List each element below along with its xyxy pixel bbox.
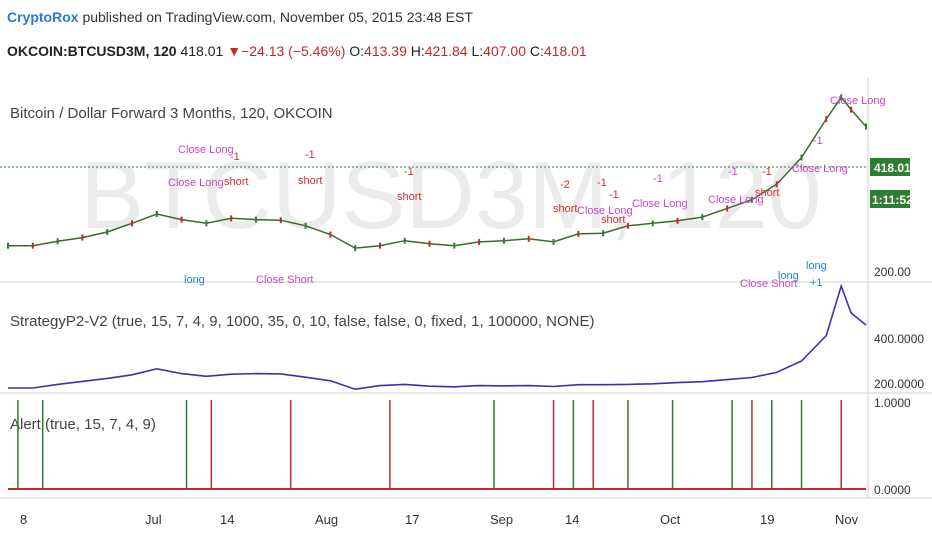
time-label: 14 [565, 512, 579, 527]
time-label: Oct [660, 512, 681, 527]
signal-label: -1 [728, 166, 738, 178]
time-label: Jul [145, 512, 162, 527]
symbol-name[interactable]: OKCOIN:BTCUSD3M, 120 [7, 43, 177, 59]
time-label: Sep [490, 512, 513, 527]
high-value: 421.84 [424, 43, 468, 59]
signal-label: Close Short [256, 274, 313, 286]
alert-pane-title: Alert (true, 15, 7, 4, 9) [10, 416, 156, 433]
last-price-badge [870, 158, 910, 176]
open-label: O: [349, 43, 365, 59]
signal-label: short [397, 191, 421, 203]
countdown-badge [870, 190, 910, 208]
time-label: Aug [315, 512, 338, 527]
signal-label: -1 [609, 189, 619, 201]
signal-label: Close Long [168, 177, 224, 189]
signal-label: short [298, 175, 322, 187]
author-link[interactable]: CryptoRox [7, 9, 79, 25]
signal-label: -1 [653, 173, 663, 185]
signal-label: Close Long [708, 194, 764, 206]
alert-series [17, 400, 842, 489]
open-value: 413.39 [364, 43, 407, 59]
time-label: 19 [760, 512, 774, 527]
signal-label: Close Long [792, 163, 848, 175]
signal-label: -1 [230, 151, 240, 163]
high-label: H: [410, 43, 425, 59]
signal-label: Close Long [178, 144, 234, 156]
signal-label: -1 [404, 166, 414, 178]
price-series [7, 94, 867, 252]
chart-area[interactable]: BTCUSD3M, 120 Bitcoin / Dollar Forward 3… [0, 78, 932, 550]
strategy-axis-label-low: 200.0000 [874, 377, 924, 391]
low-value: 407.00 [483, 43, 526, 59]
chart-header: CryptoRox published on TradingView.com, … [0, 0, 932, 68]
signal-label: long [778, 270, 799, 282]
symbol-line: OKCOIN:BTCUSD3M, 120 418.01 ▼−24.13 (−5.… [7, 43, 587, 59]
strategy-line [8, 283, 867, 391]
signal-label: long [184, 274, 205, 286]
alert-axis-label-high: 1.0000 [874, 396, 911, 410]
signal-label: short [601, 214, 625, 226]
alert-axis-label-low: 0.0000 [874, 483, 911, 497]
signal-label: Close Long [632, 198, 688, 210]
signal-label: short [755, 187, 779, 199]
price-axis-label: 200.00 [874, 265, 911, 279]
chart-bg [0, 78, 932, 550]
time-label: Nov [835, 512, 859, 527]
signal-label: Close Long [830, 95, 886, 107]
last-price: 418.01 [180, 43, 224, 59]
signal-label: long [806, 260, 827, 272]
time-label: 17 [405, 512, 419, 527]
last-price-badge-text: 418.01 [874, 161, 911, 175]
signal-label: -2 [560, 179, 570, 191]
signal-label: -1 [762, 166, 772, 178]
signal-labels: Close Long Close Long -1 short -1 short … [168, 95, 886, 290]
signal-label: -1 [813, 135, 823, 147]
signal-label: Close Long [577, 205, 633, 217]
signal-label: -1 [597, 177, 607, 189]
signal-label: short [224, 176, 248, 188]
countdown-badge-text: 1:11:52 [872, 193, 913, 207]
low-label: L: [471, 43, 484, 59]
signal-label: +1 [810, 277, 823, 289]
strategy-pane-title: StrategyP2-V2 (true, 15, 7, 4, 9, 1000, … [10, 313, 595, 330]
signal-label: Close Short [740, 278, 797, 290]
strategy-series [8, 283, 867, 391]
close-value: 418.01 [543, 43, 587, 59]
time-axis: 8 Jul 14 Aug 17 Sep 14 Oct 19 Nov [20, 512, 859, 527]
strategy-axis-label-high: 400.0000 [874, 332, 924, 346]
publish-info: published on TradingView.com, November 0… [82, 9, 473, 25]
signal-label: -1 [305, 149, 315, 161]
publish-line: CryptoRox published on TradingView.com, … [7, 9, 473, 25]
time-label: 8 [20, 512, 27, 527]
chart-svg[interactable]: BTCUSD3M, 120 Bitcoin / Dollar Forward 3… [0, 78, 932, 550]
time-label: 14 [220, 512, 234, 527]
price-change: ▼−24.13 (−5.46%) [227, 43, 346, 59]
close-label: C: [529, 43, 544, 59]
watermark: BTCUSD3M, 120 [80, 142, 822, 249]
signal-label: short [553, 203, 577, 215]
price-pane-title: Bitcoin / Dollar Forward 3 Months, 120, … [10, 105, 333, 122]
